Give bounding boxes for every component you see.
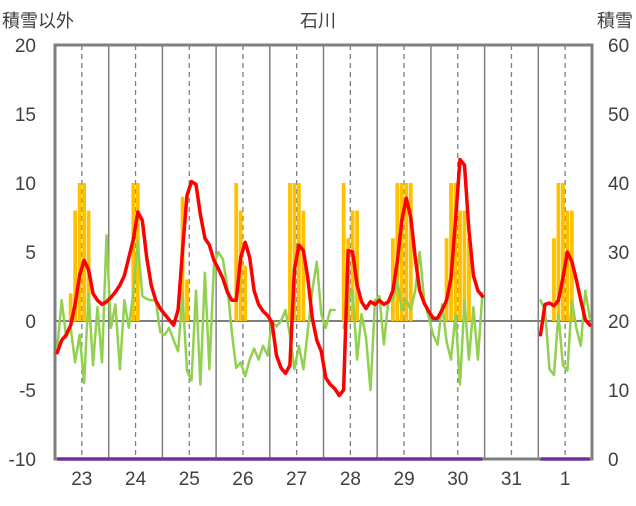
y-left-tick-label: 5 [25,243,36,264]
y-left-tick-label: 20 [15,36,36,57]
bar [301,210,306,321]
x-tick-label: 26 [232,469,253,490]
x-tick-label: 30 [447,469,468,490]
y-right-tick-label: 30 [608,243,629,264]
bar [444,238,449,321]
chart-title: 石川 [300,11,336,31]
bar [408,183,413,321]
bar [449,183,453,321]
bar [552,238,556,321]
y-right-axis-label: 積雪 [597,11,633,31]
bar [404,183,409,321]
bar [234,183,239,321]
y-right-tick-label: 50 [608,105,629,126]
series-line-left-2 [55,157,592,398]
x-tick-label: 27 [286,469,307,490]
bar [453,183,458,321]
bar [82,183,86,321]
line-series [55,157,592,461]
x-tick-label: 1 [560,469,571,490]
x-tick-label: 23 [71,469,92,490]
y-right-tick-label: 60 [608,36,629,57]
bar [77,183,82,321]
y-right-tick-label: 10 [608,381,629,402]
y-left-tick-label: -5 [19,381,36,402]
bar [350,210,355,321]
y-right-tick-label: 40 [608,174,629,195]
y-right-tick-label: 0 [608,450,619,471]
bar [399,183,404,321]
bar [458,210,462,321]
bar [565,210,570,321]
x-tick-label: 28 [340,469,361,490]
x-tick-label: 29 [394,469,415,490]
y-left-axis-label: 積雪以外 [2,11,74,31]
bar [556,183,561,321]
bar [467,238,471,321]
bar [243,265,248,321]
x-tick-label: 31 [501,469,522,490]
y-left-tick-label: 15 [15,105,36,126]
bar [462,210,467,321]
bar [68,293,73,321]
bar [355,210,359,321]
bar [73,210,78,321]
gridlines [55,45,592,459]
y-left-tick-label: 0 [25,312,36,333]
bar [561,183,565,321]
bar [292,183,297,321]
y-left-tick-label: 10 [15,174,36,195]
bar [185,279,189,321]
x-tick-label: 25 [179,469,200,490]
bar [341,183,346,321]
bar [131,183,136,321]
y-right-tick-label: 20 [608,312,629,333]
bar [288,183,292,321]
y-left-tick-label: -10 [9,450,36,471]
x-tick-label: 24 [125,469,147,490]
series-line-left-1 [55,234,592,392]
